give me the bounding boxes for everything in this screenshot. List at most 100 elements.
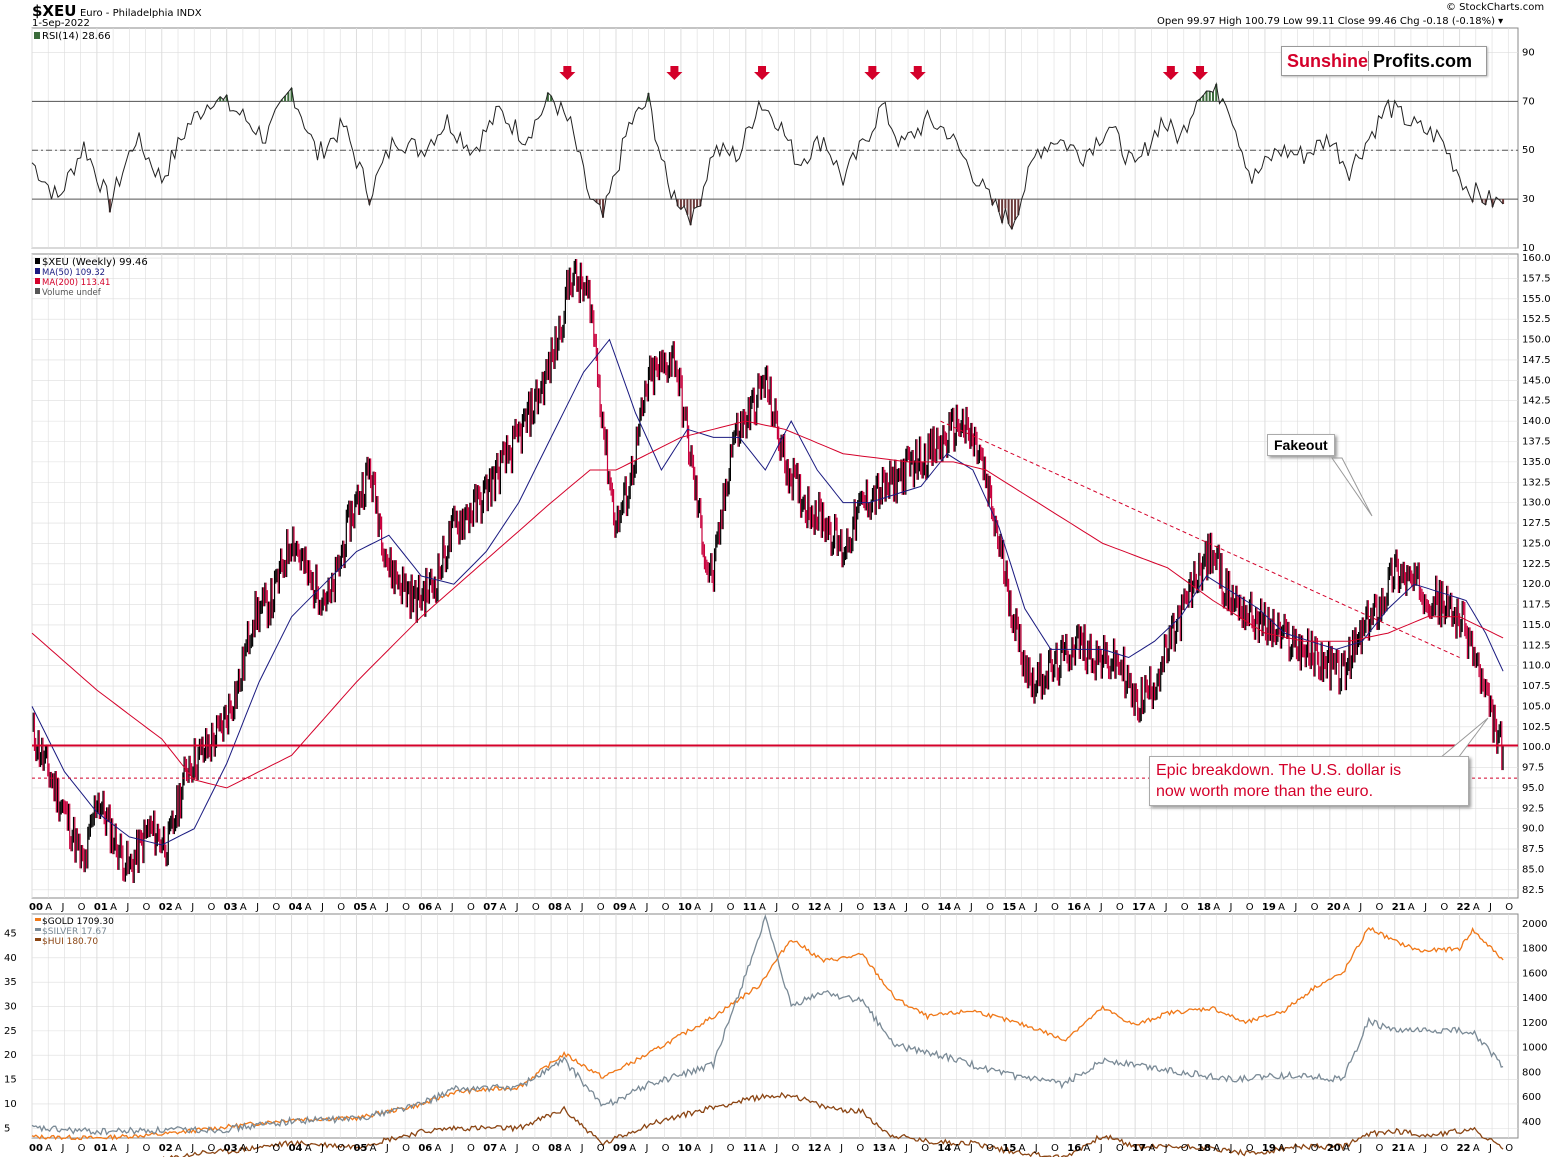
fakeout-label: Fakeout	[1274, 437, 1328, 453]
x-axis-label: O	[78, 1143, 86, 1154]
metal-left-ytick: 20	[4, 1050, 17, 1061]
x-axis-label: J	[1164, 1143, 1168, 1154]
hui-line	[163, 1091, 1504, 1157]
metal-right-ytick: 1800	[1522, 944, 1547, 955]
price-ytick: 137.5	[1522, 436, 1551, 447]
price-ytick: 105.0	[1522, 701, 1551, 712]
x-axis-label: J	[125, 1143, 129, 1154]
x-axis-label: A	[889, 902, 896, 913]
metal-right-ytick: 1400	[1522, 993, 1547, 1004]
price-ytick: 115.0	[1522, 620, 1551, 631]
x-axis-label: O	[791, 1143, 799, 1154]
x-axis-label: O	[1311, 1143, 1319, 1154]
axis-labels: 82.5 85.0 87.5 90.0 92.5 95.0 97.5 100.0 102.5 10…	[4, 31, 1551, 1154]
x-axis-label: O	[467, 902, 475, 913]
x-axis-label: J	[969, 902, 973, 913]
x-axis-label: J	[969, 1143, 973, 1154]
x-axis-label: O	[597, 1143, 605, 1154]
x-axis-label: 05	[353, 1143, 367, 1154]
x-axis-label: J	[1423, 1143, 1427, 1154]
x-axis-label: J	[904, 902, 908, 913]
x-axis-label: 07	[483, 902, 497, 913]
x-axis-label: O	[1375, 902, 1383, 913]
sell-signal-arrow	[864, 66, 881, 80]
x-axis-label: O	[662, 902, 670, 913]
x-axis-label: J	[190, 902, 194, 913]
x-axis-label: O	[856, 902, 864, 913]
x-axis-label: O	[1505, 1143, 1513, 1154]
x-axis-label: 22	[1457, 902, 1471, 913]
x-axis-label: 19	[1262, 902, 1276, 913]
x-axis-label: 02	[159, 1143, 173, 1154]
x-axis-label: A	[1213, 1143, 1220, 1154]
x-axis-label: A	[1083, 902, 1090, 913]
x-axis-label: A	[759, 1143, 766, 1154]
x-axis-label: A	[370, 1143, 377, 1154]
x-axis-label: A	[370, 902, 377, 913]
x-axis-label: J	[1099, 902, 1103, 913]
x-axis-label: A	[694, 1143, 701, 1154]
x-axis-label: A	[435, 902, 442, 913]
price-ytick: 132.5	[1522, 477, 1551, 488]
x-axis-label: J	[190, 1143, 194, 1154]
chart-date: 1-Sep-2022	[32, 18, 90, 29]
metal-grid	[31, 913, 1519, 1139]
metal-right-ytick: 2000	[1522, 919, 1547, 930]
price-legend-entry: MA(50) 109.32	[42, 268, 105, 278]
rsi-ytick: 90	[1522, 47, 1535, 58]
x-axis-label: A	[1083, 1143, 1090, 1154]
x-axis-label: O	[337, 902, 345, 913]
x-axis-label: A	[305, 1143, 312, 1154]
price-ytick: 122.5	[1522, 559, 1551, 570]
price-ytick: 112.5	[1522, 640, 1551, 651]
breakdown-line-2: now worth more than the euro.	[1156, 783, 1374, 800]
x-axis-label: J	[709, 902, 713, 913]
x-axis-label: 16	[1067, 902, 1081, 913]
x-axis-label: A	[1408, 902, 1415, 913]
sell-signal-arrow	[1162, 66, 1179, 80]
metal-left-ytick: 40	[4, 953, 17, 964]
x-axis-label: O	[1246, 1143, 1254, 1154]
x-axis-label: A	[1343, 902, 1350, 913]
metal-legend-entry: $SILVER 17.67	[42, 927, 107, 937]
metal-legend-entry: $HUI 180.70	[42, 937, 98, 947]
metal-legend-swatch	[35, 918, 41, 921]
x-axis-label: 08	[548, 1143, 562, 1154]
x-axis-label: A	[824, 902, 831, 913]
x-axis-label: A	[240, 1143, 247, 1154]
sell-signal-arrow	[754, 66, 771, 80]
x-axis-label: J	[580, 1143, 584, 1154]
x-axis-label: O	[143, 902, 151, 913]
x-axis-label: 03	[224, 902, 238, 913]
x-axis-label: O	[662, 1143, 670, 1154]
x-axis-label: J	[839, 1143, 843, 1154]
x-axis-label: J	[385, 902, 389, 913]
metal-right-ytick: 400	[1522, 1117, 1541, 1128]
price-ytick: 100.0	[1522, 742, 1551, 753]
price-ytick: 157.5	[1522, 273, 1551, 284]
x-axis-label: A	[824, 1143, 831, 1154]
metal-left-ytick: 10	[4, 1099, 17, 1110]
x-axis-label: O	[1051, 902, 1059, 913]
x-axis-label: 20	[1327, 1143, 1341, 1154]
x-axis-label: 21	[1392, 902, 1406, 913]
x-axis-label: J	[644, 902, 648, 913]
x-axis-label: A	[305, 902, 312, 913]
x-axis-label: O	[1440, 1143, 1448, 1154]
metal-legend-swatch	[35, 938, 41, 941]
sell-signal-arrow	[1192, 66, 1209, 80]
x-axis-label: 04	[289, 1143, 303, 1154]
gold-line	[31, 926, 1504, 1141]
x-axis-label: A	[1473, 1143, 1480, 1154]
x-axis-label: O	[1181, 1143, 1189, 1154]
metal-right-ytick: 800	[1522, 1067, 1541, 1078]
x-axis-label: 12	[808, 1143, 822, 1154]
x-axis-label: J	[60, 1143, 64, 1154]
x-axis-label: J	[385, 1143, 389, 1154]
rsi-ytick: 10	[1522, 243, 1535, 254]
x-axis-label: J	[580, 902, 584, 913]
silver-line	[31, 914, 1504, 1136]
x-axis-label: J	[450, 902, 454, 913]
fakeout-pointer	[1331, 457, 1373, 517]
